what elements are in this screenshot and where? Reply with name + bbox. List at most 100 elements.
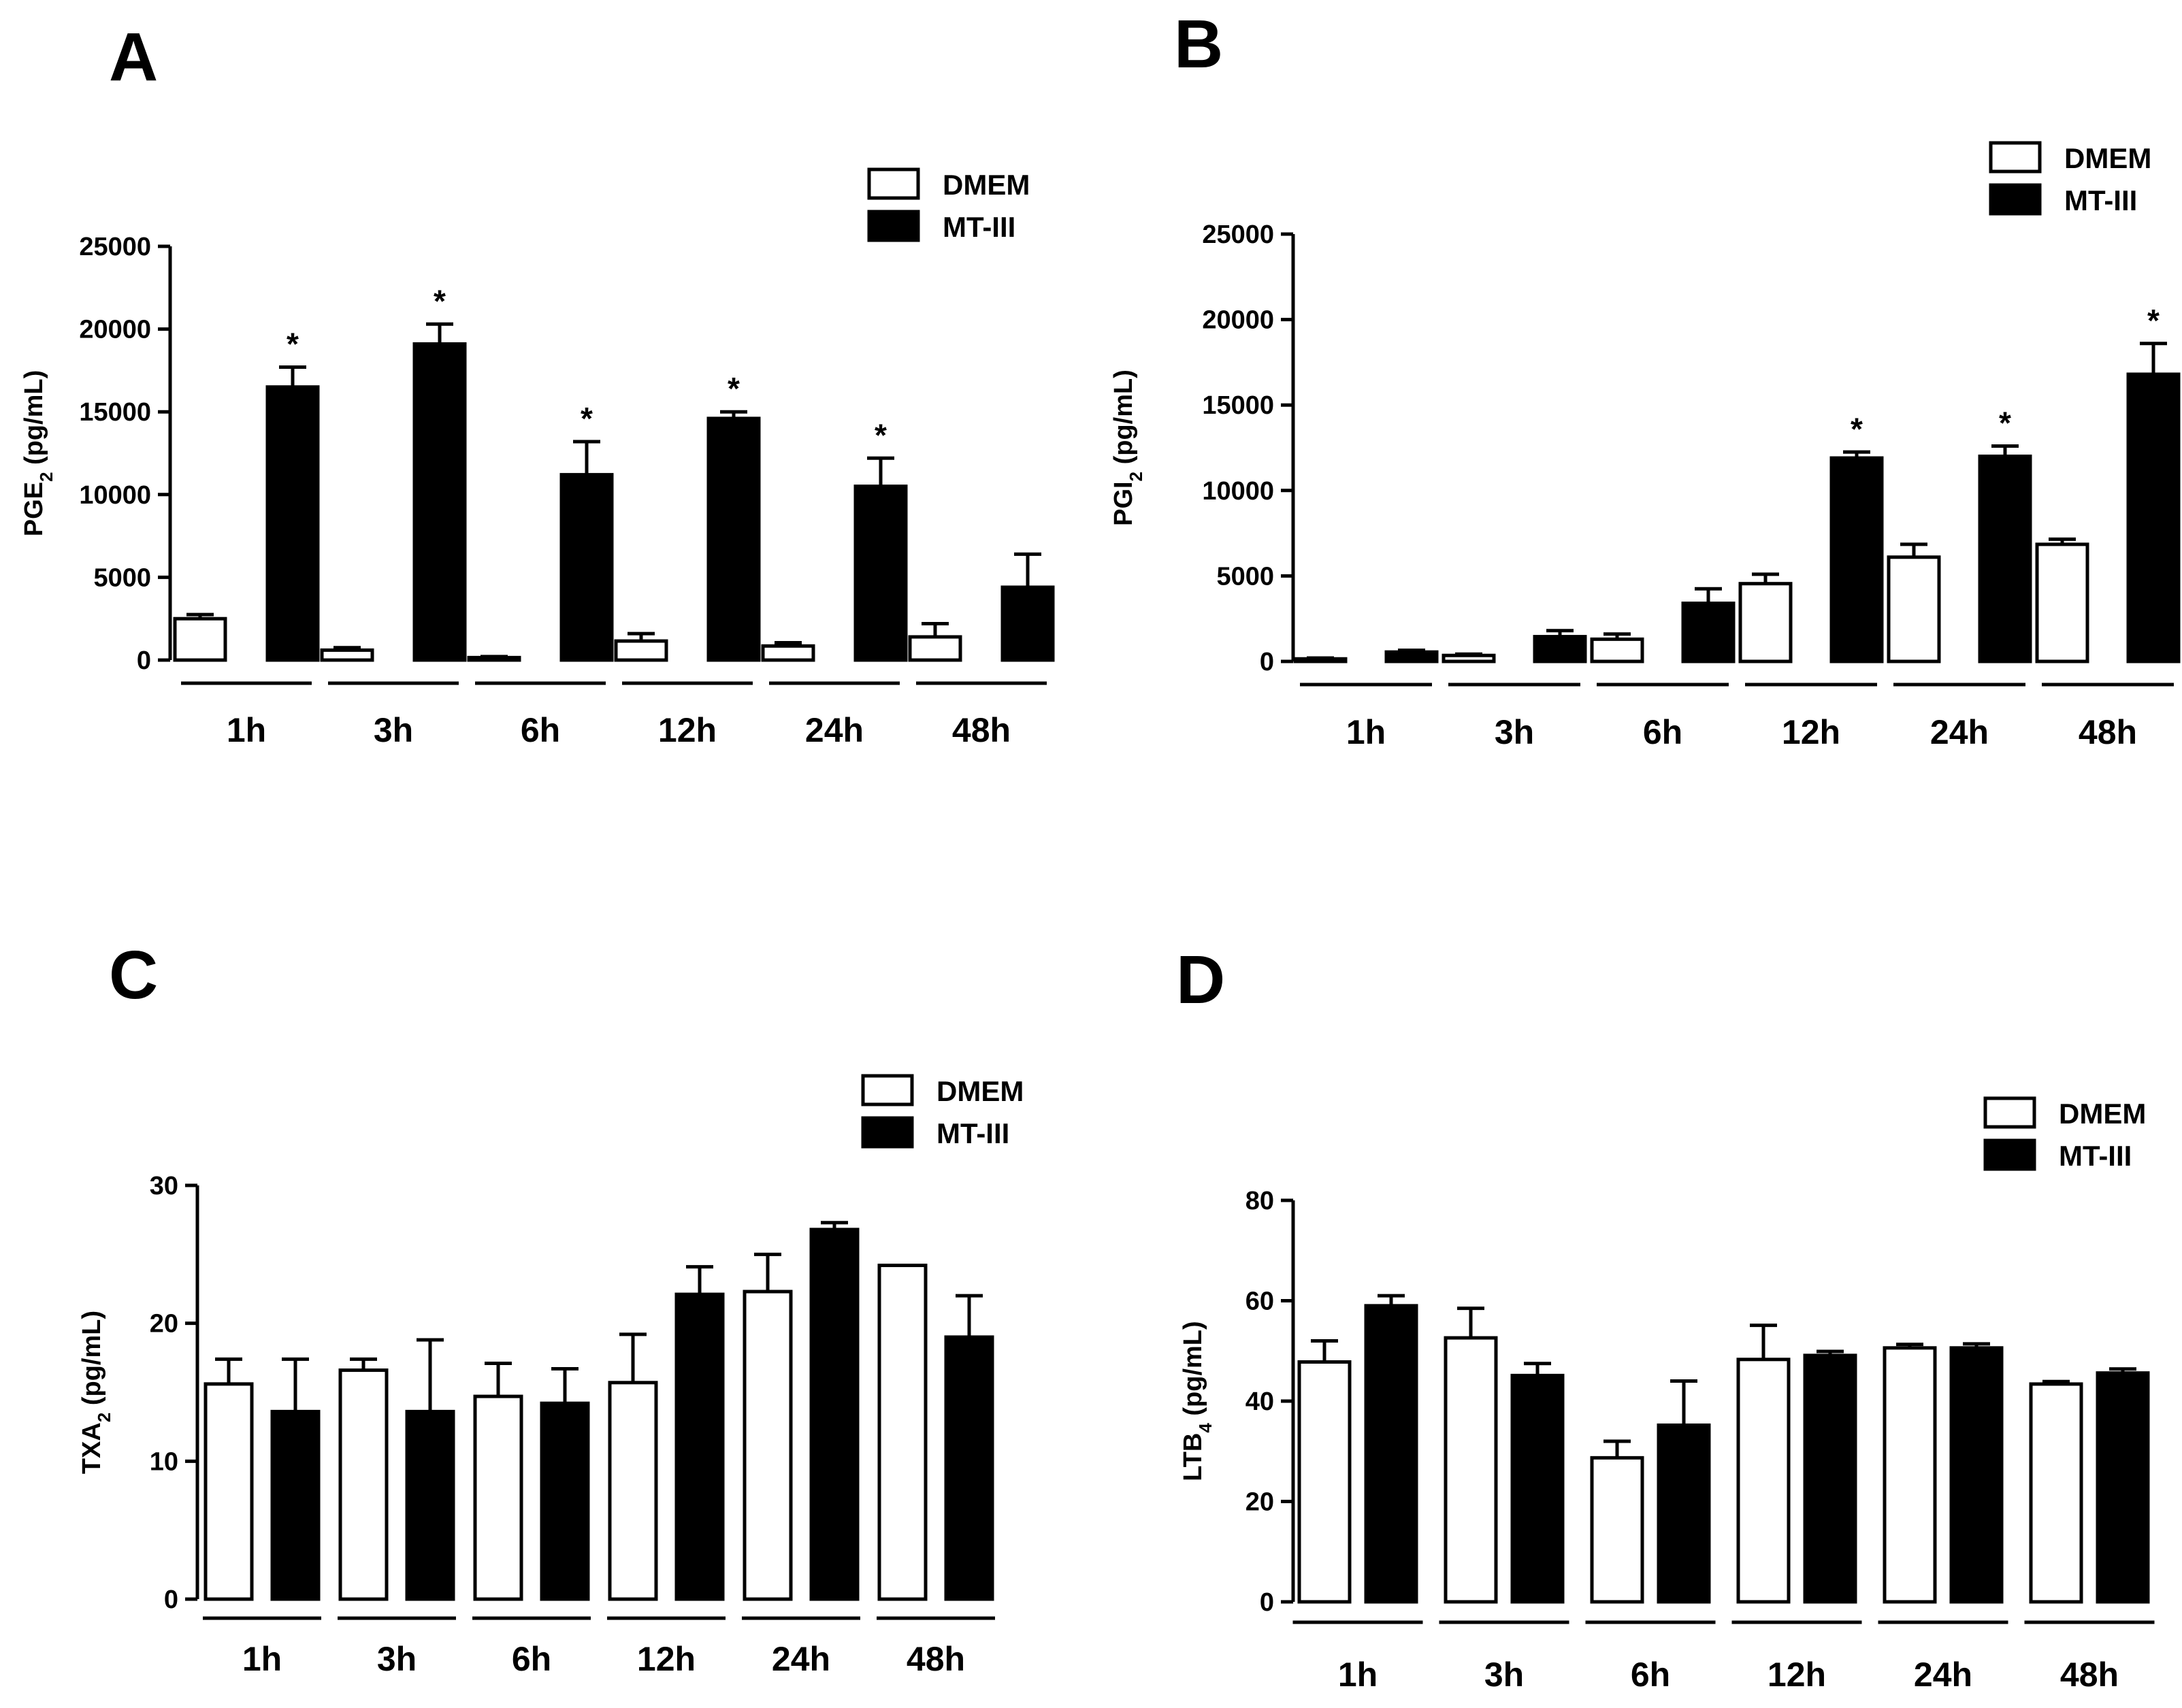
x-tick-label: 48h [907, 1640, 965, 1678]
bar-dmem [338, 1368, 389, 1601]
bar-dmem [743, 1290, 793, 1601]
bar-dmem [473, 1394, 523, 1601]
bar-dmem [608, 1381, 658, 1601]
significance-mark: * [581, 401, 593, 436]
bar-mt-iii [412, 342, 467, 662]
panel-letter: C [109, 937, 158, 1013]
panel-letter: A [109, 19, 158, 95]
y-tick-label: 10 [150, 1447, 178, 1476]
bar-mt-iii [1533, 635, 1587, 663]
legend-swatch [1983, 1138, 2036, 1171]
y-axis-title: TXA2 (pg/mL) [78, 1311, 114, 1474]
bar-mt-iii [2096, 1371, 2150, 1604]
x-tick-label: 3h [1484, 1656, 1524, 1694]
bar-dmem [1736, 1358, 1791, 1604]
x-tick-label: 12h [637, 1640, 696, 1678]
y-tick-label: 0 [1260, 1588, 1274, 1617]
legend-swatch [1989, 141, 2042, 174]
significance-mark: * [728, 371, 740, 406]
legend-label: MT-III [2064, 184, 2137, 216]
y-tick-label: 30 [150, 1172, 178, 1200]
bar-mt-iii [1978, 455, 2032, 663]
bar-dmem [761, 644, 815, 662]
bar-dmem [1887, 555, 1941, 663]
significance-mark: * [1999, 405, 2011, 440]
bar-dmem [173, 617, 227, 662]
bar-dmem [908, 635, 962, 662]
panel-b: B 0 5000 10000 15000 20000 25000 PGI2 (pg/mL) * *… [1109, 6, 2181, 751]
y-tick-label: 10000 [79, 481, 151, 510]
bar-mt-iii [540, 1401, 590, 1601]
x-tick-label: 6h [521, 711, 560, 749]
bar-mt-iii [1384, 650, 1439, 663]
bar-mt-iii [706, 416, 761, 662]
x-tick-label: 48h [2060, 1656, 2119, 1694]
bar-mt-iii [1949, 1346, 2004, 1604]
legend-label: MT-III [2059, 1140, 2132, 1172]
x-tick-label: 48h [2079, 713, 2137, 751]
y-tick-label: 5000 [93, 563, 151, 592]
significance-mark: * [1851, 411, 1863, 446]
bar-mt-iii [405, 1409, 455, 1601]
bar-mt-iii [674, 1292, 725, 1601]
x-tick-label: 1h [227, 711, 266, 749]
bar-mt-iii [809, 1228, 860, 1601]
x-tick-label: 6h [1643, 713, 1682, 751]
bar-dmem [1442, 653, 1496, 663]
y-axis-title: LTB4 (pg/mL) [1179, 1321, 1216, 1481]
bar-dmem [614, 639, 668, 662]
panel-a: A 0 5000 10000 15000 20000 25000 PGE2 (pg/mL) * *… [20, 19, 1055, 749]
bar-mt-iii [1364, 1304, 1418, 1604]
panel-letter: B [1174, 6, 1223, 82]
y-tick-label: 5000 [1216, 562, 1274, 591]
bar-mt-iii [853, 485, 908, 662]
x-tick-label: 1h [242, 1640, 282, 1678]
legend-swatch [861, 1116, 914, 1149]
legend-swatch [1983, 1096, 2036, 1129]
legend-swatch [867, 167, 920, 200]
y-tick-label: 0 [164, 1586, 178, 1614]
significance-mark: * [2147, 303, 2160, 338]
bar-dmem [320, 648, 374, 662]
bar-mt-iii [944, 1335, 994, 1601]
bar-dmem [1883, 1346, 1937, 1604]
bar-dmem [203, 1382, 254, 1601]
y-tick-label: 10000 [1202, 477, 1274, 506]
x-tick-label: 48h [952, 711, 1011, 749]
y-axis-title: PGI2 (pg/mL) [1109, 369, 1146, 526]
bar-dmem [1297, 1360, 1352, 1604]
legend-label: DMEM [2059, 1098, 2146, 1130]
y-tick-label: 20000 [79, 316, 151, 344]
bar-mt-iii [270, 1409, 321, 1601]
x-tick-label: 12h [1782, 713, 1840, 751]
y-axis-title: PGE2 (pg/mL) [20, 370, 56, 537]
y-tick-label: 20000 [1202, 306, 1274, 335]
x-tick-label: 24h [1930, 713, 1989, 751]
x-tick-label: 24h [805, 711, 864, 749]
x-tick-label: 12h [658, 711, 717, 749]
y-tick-label: 40 [1245, 1387, 1274, 1416]
x-tick-label: 24h [1914, 1656, 1972, 1694]
bar-mt-iii [1681, 602, 1736, 663]
x-tick-label: 1h [1338, 1656, 1378, 1694]
legend-swatch [861, 1074, 914, 1106]
significance-mark: * [875, 417, 887, 453]
y-tick-label: 15000 [1202, 391, 1274, 420]
legend-label: DMEM [2064, 142, 2151, 174]
x-tick-label: 6h [1631, 1656, 1670, 1694]
bar-mt-iii [1803, 1353, 1857, 1604]
bar-dmem [1590, 637, 1644, 663]
bar-mt-iii [265, 385, 320, 662]
y-tick-label: 80 [1245, 1187, 1274, 1215]
x-tick-label: 3h [377, 1640, 417, 1678]
legend-label: MT-III [937, 1117, 1009, 1149]
y-tick-label: 20 [150, 1310, 178, 1339]
y-tick-label: 15000 [79, 398, 151, 427]
panel-d: D 0 20 40 60 80 LTB4 (pg/mL) 1h 3h 6h 12h 24h 48h DME… [1176, 942, 2155, 1694]
y-tick-label: 20 [1245, 1488, 1274, 1517]
significance-mark: * [287, 327, 299, 362]
bar-mt-iii [1510, 1373, 1565, 1604]
y-tick-label: 60 [1245, 1287, 1274, 1316]
bar-mt-iii [1829, 456, 1884, 663]
